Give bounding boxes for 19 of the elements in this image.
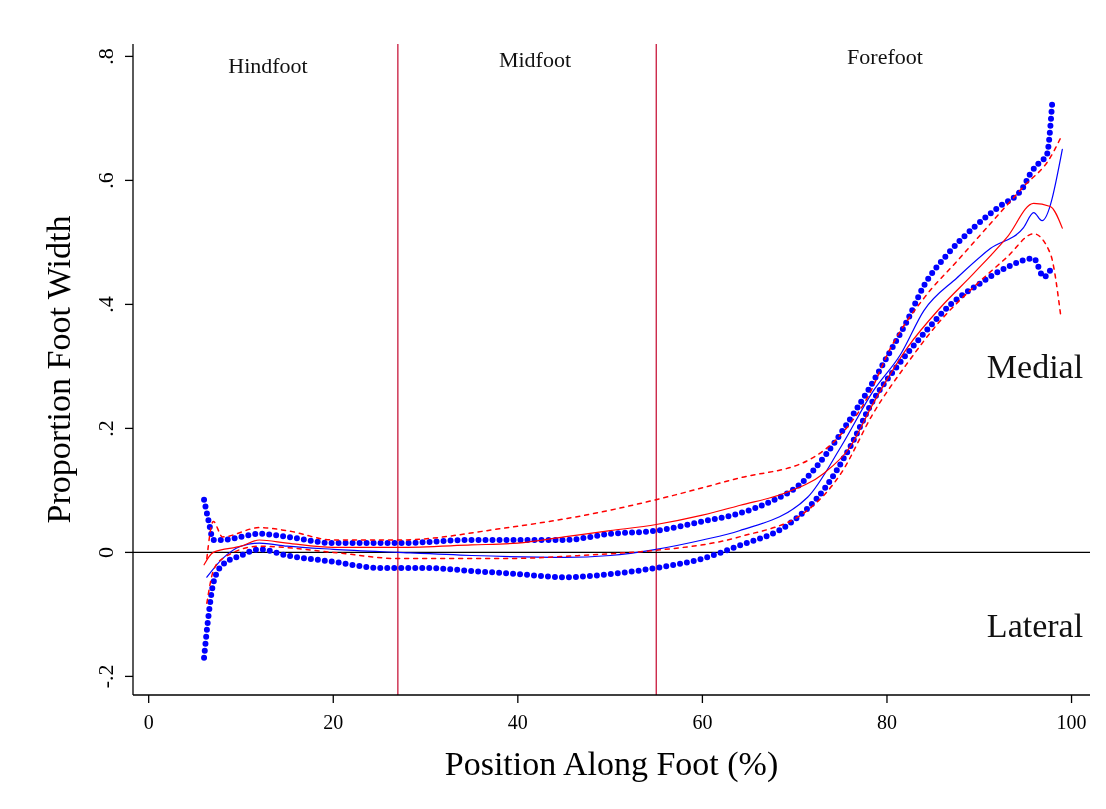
y-tick-label: 0: [93, 546, 118, 558]
y-axis-title: Proportion Foot Width: [40, 215, 77, 524]
annotation: Lateral: [986, 607, 1084, 644]
y-tick-label: -.2: [93, 664, 118, 689]
y-tick-label: .8: [93, 48, 118, 65]
x-tick-label: 100: [1056, 711, 1087, 733]
annotation: Midfoot: [498, 47, 572, 72]
x-tick-label: 80: [876, 711, 897, 733]
annotation: Forefoot: [847, 44, 923, 69]
annotation: Medial: [986, 348, 1084, 385]
x-tick-label: 60: [692, 711, 713, 733]
annotation: Hindfoot: [228, 53, 308, 78]
x-tick-label: 20: [323, 711, 344, 733]
y-tick-label: .2: [93, 420, 118, 437]
y-tick-label: .4: [93, 296, 118, 313]
y-tick-label: .6: [93, 172, 118, 189]
x-tick-label: 0: [143, 711, 154, 733]
x-axis-title: Position Along Foot (%): [444, 745, 779, 783]
x-tick-label: 40: [507, 711, 528, 733]
